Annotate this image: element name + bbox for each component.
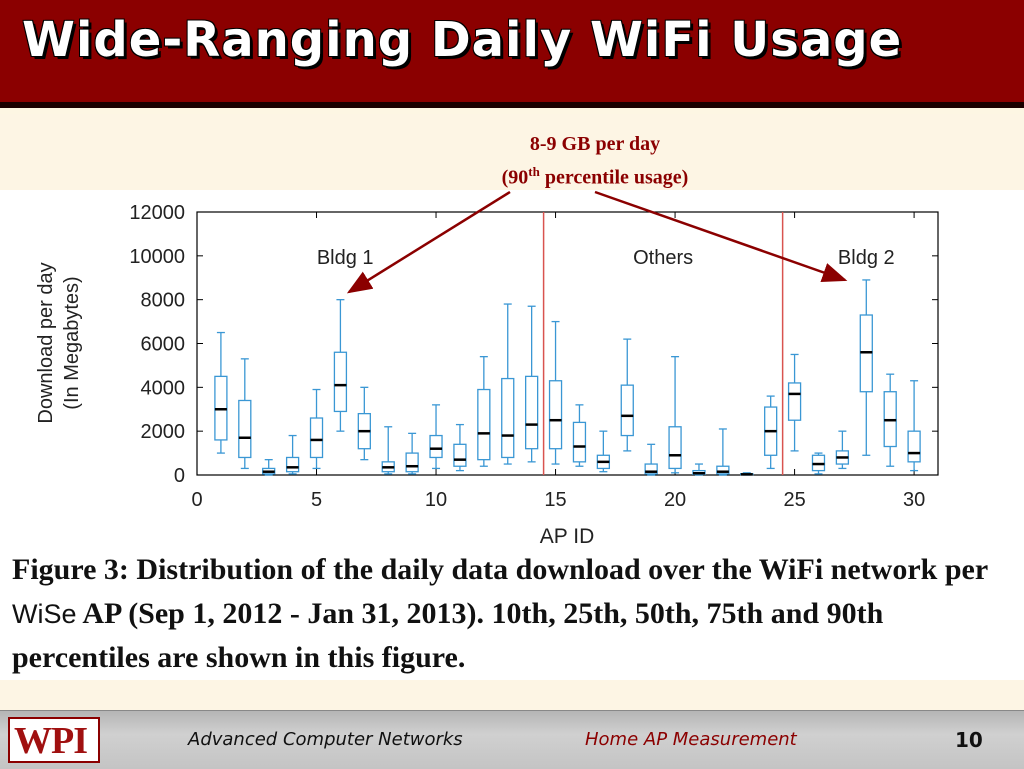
- figure-caption: Figure 3: Distribution of the daily data…: [12, 548, 1012, 680]
- x-tick-label: 15: [544, 489, 566, 511]
- box-iqr: [429, 434, 443, 459]
- box-iqr: [644, 463, 658, 475]
- caption-part1: Figure 3: Distribution of the daily data…: [12, 553, 988, 586]
- x-tick-label: 20: [664, 489, 686, 511]
- box-iqr: [716, 465, 730, 475]
- box-iqr: [309, 417, 324, 459]
- box-iqr: [620, 384, 634, 437]
- wpi-logo-text: WPI: [14, 720, 88, 762]
- x-axis-label: AP ID: [540, 525, 594, 548]
- box-iqr: [453, 443, 467, 467]
- arrow-to-bldg1: [346, 190, 511, 294]
- annotation-line2: (90th percentile usage): [400, 158, 790, 192]
- plot-frame: [196, 211, 939, 476]
- footer-bar: WPI Advanced Computer Networks Home AP M…: [0, 710, 1024, 769]
- box-iqr: [477, 388, 491, 461]
- box-iqr: [787, 382, 802, 421]
- page-number: 10: [955, 728, 983, 752]
- box-iqr: [238, 399, 252, 459]
- y-axis-label-line1: Download per day: [35, 262, 57, 423]
- box-iqr: [285, 456, 300, 473]
- annotation-line1: 8-9 GB per day: [529, 133, 661, 155]
- box-iqr: [572, 421, 587, 463]
- footer-topic: Home AP Measurement: [585, 729, 797, 750]
- y-tick-label: 10000: [129, 246, 185, 268]
- caption-wise: WiSe: [12, 599, 77, 629]
- y-tick-label: 12000: [129, 202, 185, 224]
- y-tick-label: 8000: [141, 290, 186, 312]
- box-iqr: [524, 375, 539, 450]
- x-tick-label: 5: [311, 489, 322, 511]
- x-tick-label: 25: [783, 489, 805, 511]
- y-axis-label-line2: (In Megabytes): [61, 276, 83, 409]
- slide-title: Wide-Ranging Daily WiFi Usage: [22, 12, 903, 68]
- box-iqr: [501, 377, 515, 459]
- wpi-logo: WPI: [8, 717, 100, 763]
- box-iqr: [405, 452, 419, 473]
- y-tick-label: 4000: [141, 377, 186, 399]
- y-tick-label: 2000: [141, 421, 186, 443]
- title-bar: Wide-Ranging Daily WiFi Usage: [0, 0, 1024, 108]
- annotation-line2-pre: (90: [501, 166, 529, 189]
- annotation-line2-sup: th: [528, 164, 540, 179]
- x-tick-label: 0: [191, 489, 202, 511]
- caption-part2: AP (Sep 1, 2012 - Jan 31, 2013). 10th, 2…: [12, 597, 884, 674]
- box-iqr: [333, 351, 348, 413]
- y-tick-label: 0: [174, 465, 185, 487]
- x-tick-label: 30: [903, 489, 925, 511]
- annotation-line2-post: percentile usage): [539, 166, 689, 189]
- region-label: Others: [633, 247, 693, 269]
- y-tick-label: 6000: [141, 334, 186, 356]
- percentile-annotation: 8-9 GB per day (90th percentile usage): [400, 130, 790, 192]
- box-iqr: [548, 380, 563, 450]
- region-label: Bldg 2: [838, 247, 895, 269]
- arrow-to-bldg2: [594, 190, 848, 282]
- x-tick-label: 10: [425, 489, 447, 511]
- footer-course: Advanced Computer Networks: [188, 729, 463, 750]
- region-label: Bldg 1: [317, 247, 374, 269]
- box-iqr: [668, 426, 682, 470]
- box-iqr: [907, 430, 921, 463]
